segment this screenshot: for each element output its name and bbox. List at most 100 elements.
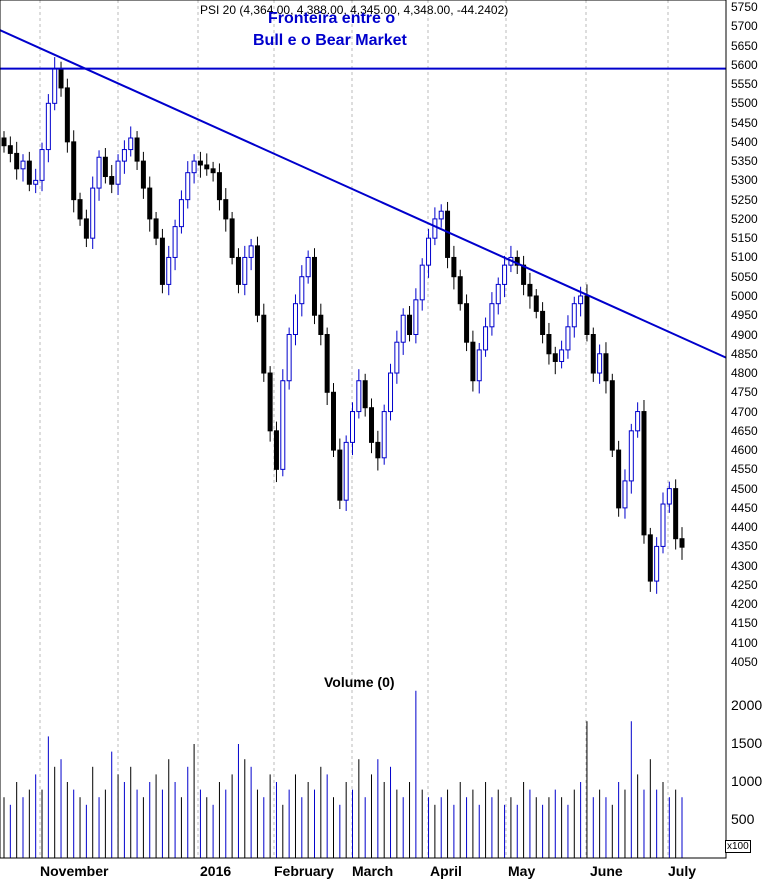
volume-tick-label: 2000 — [731, 697, 763, 713]
candle-body — [286, 334, 292, 382]
candle-body — [178, 199, 184, 228]
candle-body — [128, 137, 134, 151]
candle-body — [426, 237, 432, 266]
price-tick-label: 5150 — [731, 231, 758, 246]
candle-body — [552, 353, 558, 362]
candle-body — [39, 149, 45, 181]
candle-body — [147, 187, 153, 220]
candle-body — [229, 218, 235, 258]
candle-body — [647, 534, 653, 582]
month-tick-label: 2016 — [200, 863, 232, 879]
candle-body — [483, 326, 489, 351]
candle-body — [451, 256, 457, 278]
volume-title: Volume (0) — [324, 674, 395, 690]
candle-body — [654, 545, 660, 582]
price-tick-label: 4400 — [731, 520, 758, 535]
candle-body — [578, 295, 584, 305]
candle-body — [350, 411, 356, 443]
price-tick-label: 5400 — [731, 134, 758, 149]
month-tick-label: April — [430, 863, 462, 879]
candle-body — [248, 245, 254, 258]
month-tick-label: February — [274, 863, 334, 879]
price-tick-label: 5100 — [731, 250, 758, 265]
candle-body — [197, 160, 203, 166]
candle-body — [388, 372, 394, 413]
price-tick-label: 4150 — [731, 616, 758, 631]
price-tick-label: 5450 — [731, 115, 758, 130]
trendlines — [0, 29, 727, 359]
price-tick-label: 4550 — [731, 462, 758, 477]
candle-body — [495, 283, 501, 305]
annotation-line-2: Bull e o Bear Market — [253, 32, 407, 49]
month-tick-label: June — [590, 863, 623, 879]
candle-body — [26, 160, 32, 185]
candle-body — [438, 210, 444, 220]
candle-body — [603, 353, 609, 382]
candle-body — [464, 303, 470, 343]
candle-body — [590, 334, 596, 374]
price-tick-label: 4050 — [731, 655, 758, 669]
candle-body — [375, 441, 381, 459]
candle-body — [533, 295, 539, 312]
candle-body — [324, 334, 330, 393]
candle-body — [64, 87, 70, 143]
volume-tick-label: 500 — [731, 811, 755, 827]
candle-body — [58, 68, 64, 89]
price-tick-label: 4900 — [731, 327, 758, 342]
candle-body — [242, 256, 248, 285]
candle-body — [330, 391, 336, 451]
price-tick-label: 5700 — [731, 19, 758, 34]
price-tick-label: 5750 — [731, 0, 758, 14]
price-tick-label: 4850 — [731, 346, 758, 361]
price-tick-label: 4700 — [731, 404, 758, 419]
price-tick-label: 5250 — [731, 192, 758, 207]
candle-body — [254, 245, 260, 316]
price-tick-label: 4750 — [731, 385, 758, 400]
price-tick-label: 4300 — [731, 558, 758, 573]
price-tick-label: 4600 — [731, 443, 758, 458]
candle-body — [204, 164, 210, 170]
price-tick-label: 5550 — [731, 77, 758, 92]
candle-body — [1, 137, 7, 147]
candle-body — [419, 264, 425, 301]
candle-body — [362, 380, 368, 409]
candle-body — [305, 256, 311, 278]
price-tick-label: 4450 — [731, 500, 758, 515]
candle-body — [77, 199, 83, 220]
price-tick-label: 4200 — [731, 597, 758, 612]
candle-body — [210, 168, 216, 174]
price-tick-label: 5600 — [731, 57, 758, 72]
candle-body — [134, 137, 140, 162]
candle-body — [394, 341, 400, 374]
candle-body — [140, 160, 146, 189]
candle-body — [71, 141, 77, 201]
price-tick-label: 5050 — [731, 269, 758, 284]
candle-body — [223, 199, 229, 220]
volume-tick-label: 1000 — [731, 773, 763, 789]
candle-body — [299, 276, 305, 305]
candle-body — [502, 264, 508, 285]
candle-body — [115, 160, 121, 185]
price-tick-label: 4100 — [731, 635, 758, 650]
candle-body — [109, 176, 115, 185]
month-gridlines — [39, 0, 669, 858]
candle-body — [96, 156, 102, 189]
price-candles — [1, 57, 685, 594]
candle-body — [641, 411, 647, 536]
candle-body — [337, 449, 343, 501]
candle-body — [311, 256, 317, 316]
price-tick-label: 4350 — [731, 539, 758, 554]
candle-body — [369, 407, 375, 443]
candle-body — [273, 430, 279, 470]
candle-body — [185, 172, 191, 201]
candle-body — [172, 226, 178, 258]
candle-body — [102, 156, 108, 178]
candle-body — [83, 218, 89, 239]
candle-body — [673, 488, 679, 540]
candle-body — [267, 372, 273, 432]
chart-title: PSI 20 (4,364.00, 4,388.00, 4,345.00, 4,… — [200, 3, 509, 17]
price-tick-label: 5200 — [731, 211, 758, 226]
candle-body — [235, 256, 241, 285]
price-tick-label: 5350 — [731, 154, 758, 169]
candle-body — [489, 303, 495, 328]
